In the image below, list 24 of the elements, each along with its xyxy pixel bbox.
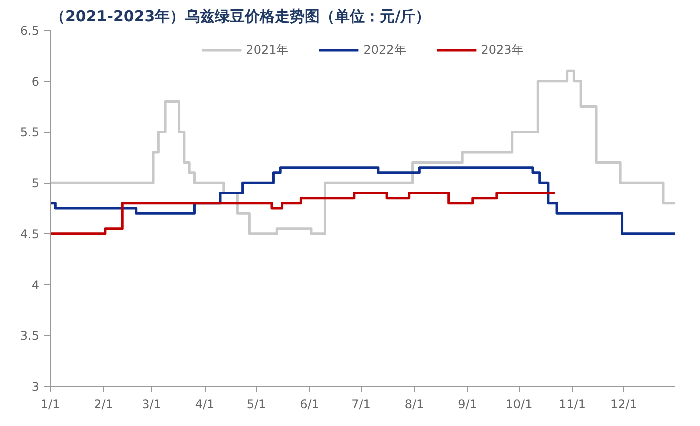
x-tick-label: 9/1 — [458, 398, 478, 412]
y-tick-label: 3.5 — [20, 329, 40, 344]
x-tick-label: 10/1 — [506, 398, 533, 412]
y-tick-label: 3 — [32, 380, 40, 394]
legend-label: 2021年 — [246, 42, 289, 58]
y-tick-label: 5.5 — [20, 126, 40, 140]
x-tick-label: 2/1 — [94, 398, 114, 412]
x-tick-label: 3/1 — [142, 398, 162, 412]
x-tick-label: 5/1 — [246, 398, 266, 412]
x-tick-label: 12/1 — [610, 398, 638, 412]
x-tick-label: 11/1 — [559, 398, 586, 412]
y-tick-label: 4 — [32, 278, 40, 292]
x-tick-label: 7/1 — [352, 398, 371, 412]
x-tick-label: 6/1 — [300, 398, 320, 412]
y-tick-label: 5 — [32, 176, 40, 191]
legend-label: 2022年 — [364, 42, 406, 58]
y-tick-label: 6 — [32, 74, 40, 89]
x-tick-label: 4/1 — [195, 398, 215, 412]
x-tick-label: 1/1 — [40, 398, 60, 412]
x-tick-label: 8/1 — [404, 398, 424, 412]
legend-label: 2023年 — [481, 42, 524, 58]
y-tick-label: 4.5 — [20, 227, 40, 242]
y-tick-label: 6.5 — [20, 24, 40, 38]
chart-title: （2021-2023年）乌兹绿豆价格走势图（单位：元/斤） — [50, 8, 431, 26]
